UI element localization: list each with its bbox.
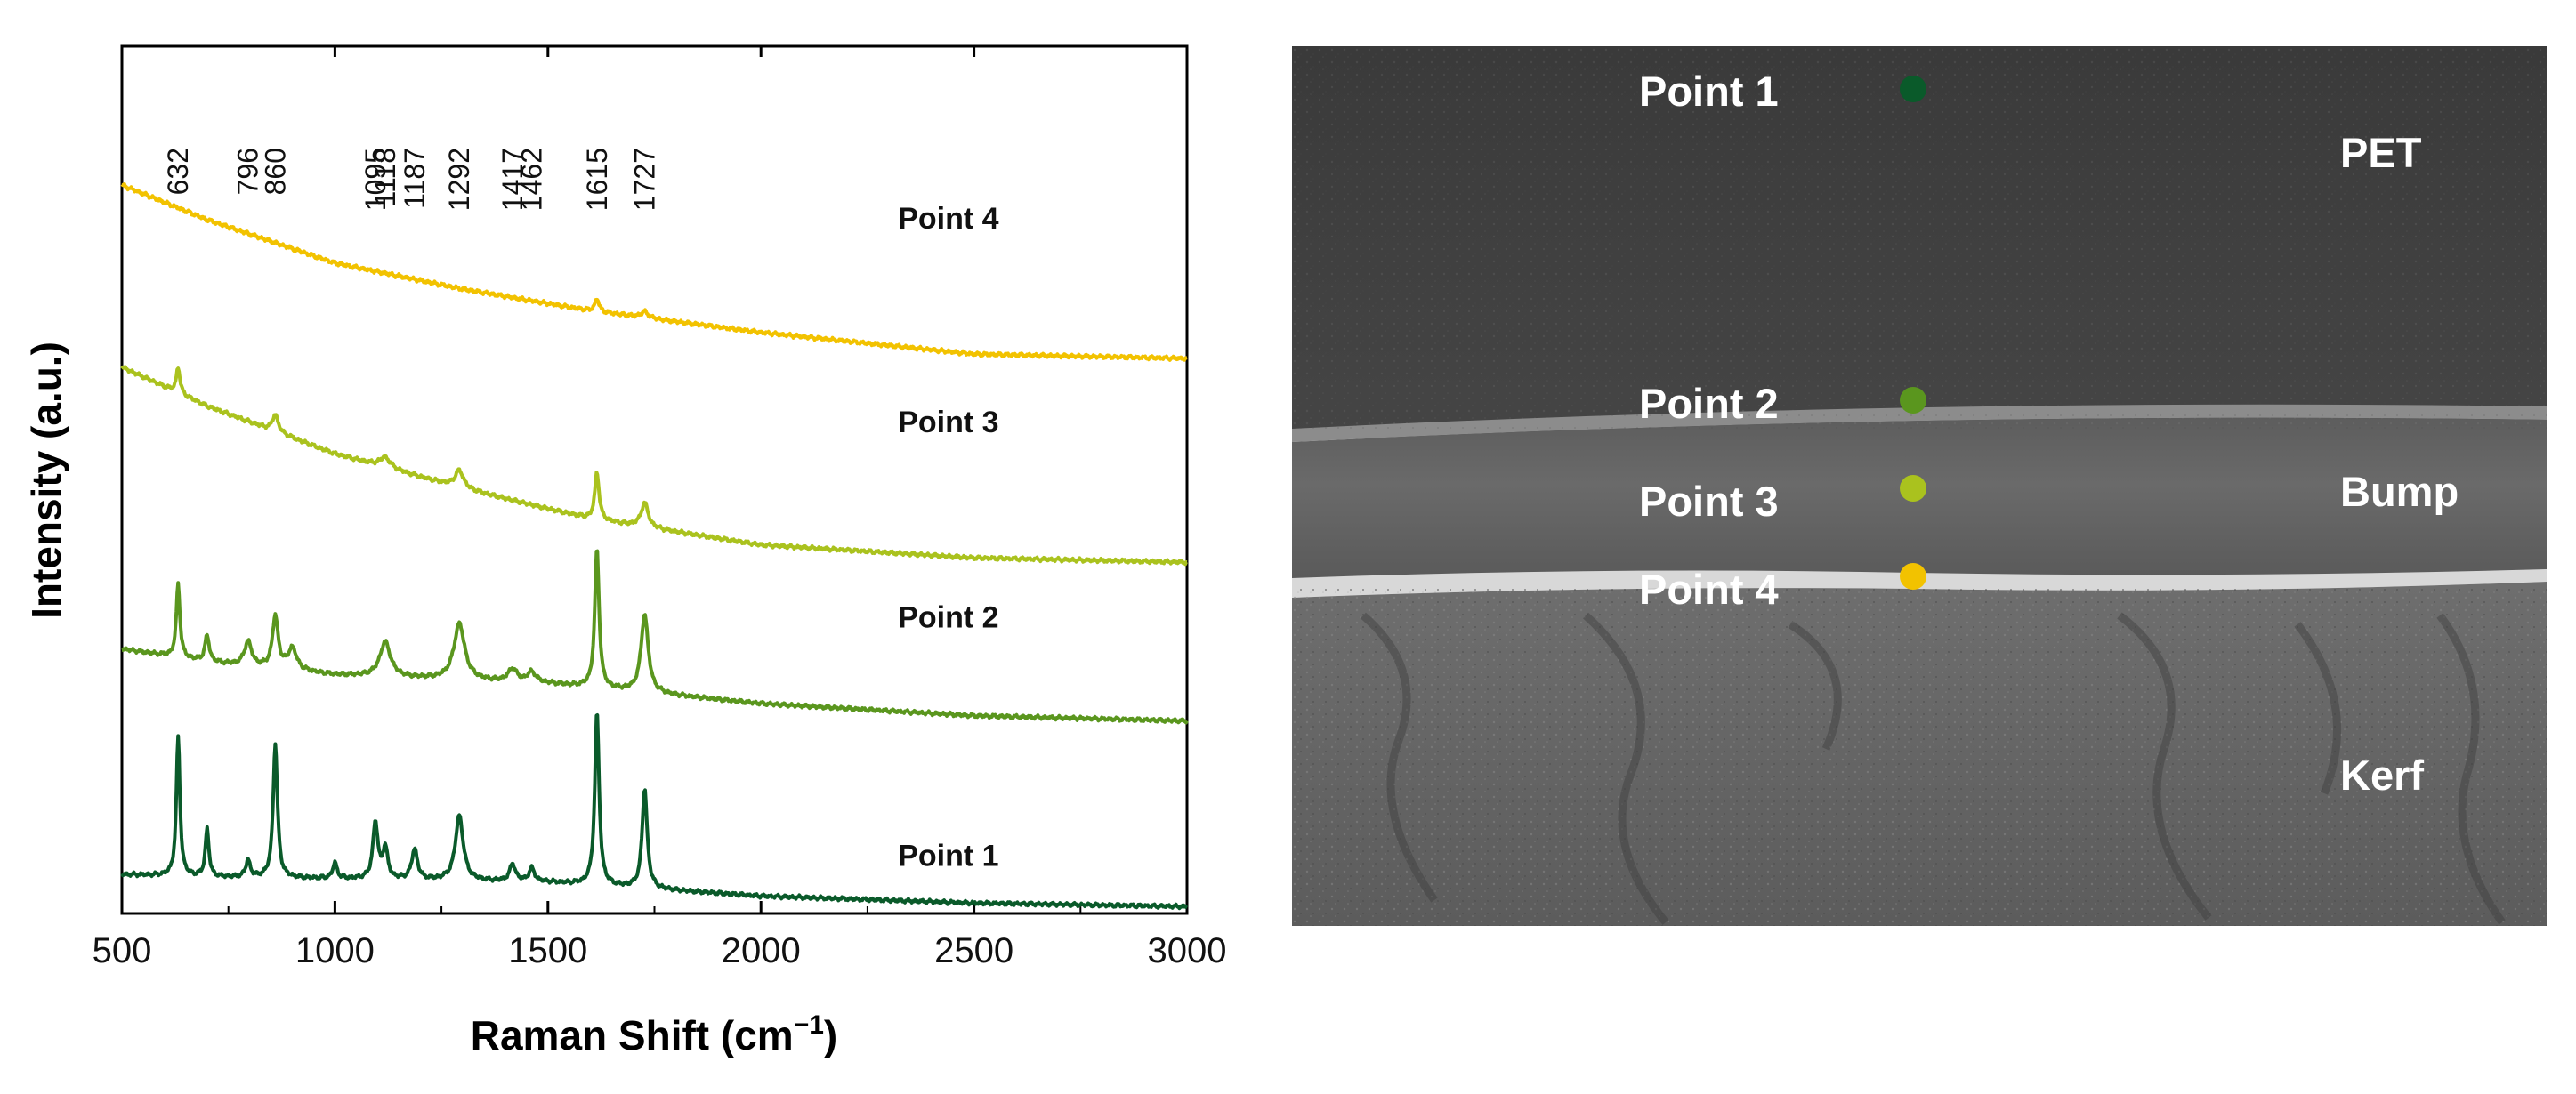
pet-texture <box>1292 46 2547 429</box>
point-2-marker <box>1900 387 1926 414</box>
x-tick-label: 500 <box>93 931 152 970</box>
kerf-ridge <box>2117 612 2212 921</box>
point-4-marker <box>1900 563 1926 590</box>
series-line <box>120 713 1189 911</box>
peak-label: 1292 <box>443 148 475 211</box>
peak-label: 1462 <box>516 148 548 211</box>
x-axis-title-sup: −1 <box>794 1010 824 1040</box>
peak-label: 1118 <box>369 148 401 206</box>
peak-label: 860 <box>259 148 291 195</box>
bump-label: Bump <box>2340 468 2459 515</box>
kerf-ridge <box>1583 612 1669 925</box>
point-4-label: Point 4 <box>1639 566 1779 613</box>
sem-micrograph <box>1292 46 2547 926</box>
kerf-ridges <box>1361 612 2506 925</box>
series-name: Point 3 <box>898 406 998 439</box>
x-axis: 500 1000 1500 2000 2500 3000 <box>93 46 1227 970</box>
peak-label: 632 <box>162 148 194 195</box>
x-axis-title-main: Raman Shift (cm <box>471 1012 794 1058</box>
kerf-label: Kerf <box>2340 752 2425 799</box>
bump-region <box>1292 417 2547 584</box>
point-3-label: Point 3 <box>1639 478 1779 525</box>
x-axis-title-close: ) <box>824 1012 837 1058</box>
x-tick-label: 1500 <box>508 931 587 970</box>
point-3-marker <box>1900 475 1926 502</box>
peak-label: 1417 <box>497 148 529 211</box>
y-axis-title: Intensity (a.u.) <box>23 342 69 619</box>
pet-label: PET <box>2340 129 2422 176</box>
kerf-ridge <box>2294 622 2341 795</box>
series-name: Point 2 <box>898 600 998 634</box>
point-2-label: Point 2 <box>1639 380 1779 427</box>
x-tick-label: 1000 <box>295 931 375 970</box>
series-names: Point 1 Point 2 Point 3 Point 4 <box>898 202 998 873</box>
series-line <box>120 182 1188 362</box>
peak-label: 1615 <box>581 148 613 211</box>
point-1-label: Point 1 <box>1639 68 1779 115</box>
series-name: Point 4 <box>898 202 998 236</box>
peak-label: 1727 <box>628 148 660 211</box>
peak-label: 1187 <box>399 148 431 209</box>
series-name: Point 1 <box>898 839 998 873</box>
peak-label: 1095 <box>359 148 392 211</box>
x-tick-label: 2000 <box>722 931 801 970</box>
series-layer <box>120 182 1189 911</box>
sem-image: Point 1 Point 2 Point 3 Point 4 PET Bump… <box>1292 46 2547 926</box>
kerf-ridge <box>2436 613 2506 925</box>
kerf-texture <box>1292 589 2547 926</box>
x-tick-label: 3000 <box>1148 931 1227 970</box>
x-tick-label: 2500 <box>934 931 1013 970</box>
series-line <box>120 365 1188 567</box>
kerf-ridge <box>1788 621 1842 751</box>
x-axis-title: Raman Shift (cm−1) <box>471 1010 838 1058</box>
point-1-marker <box>1900 76 1926 102</box>
peak-label: 796 <box>232 148 264 195</box>
series-line <box>121 549 1189 725</box>
kerf-ridge <box>1361 612 1438 903</box>
